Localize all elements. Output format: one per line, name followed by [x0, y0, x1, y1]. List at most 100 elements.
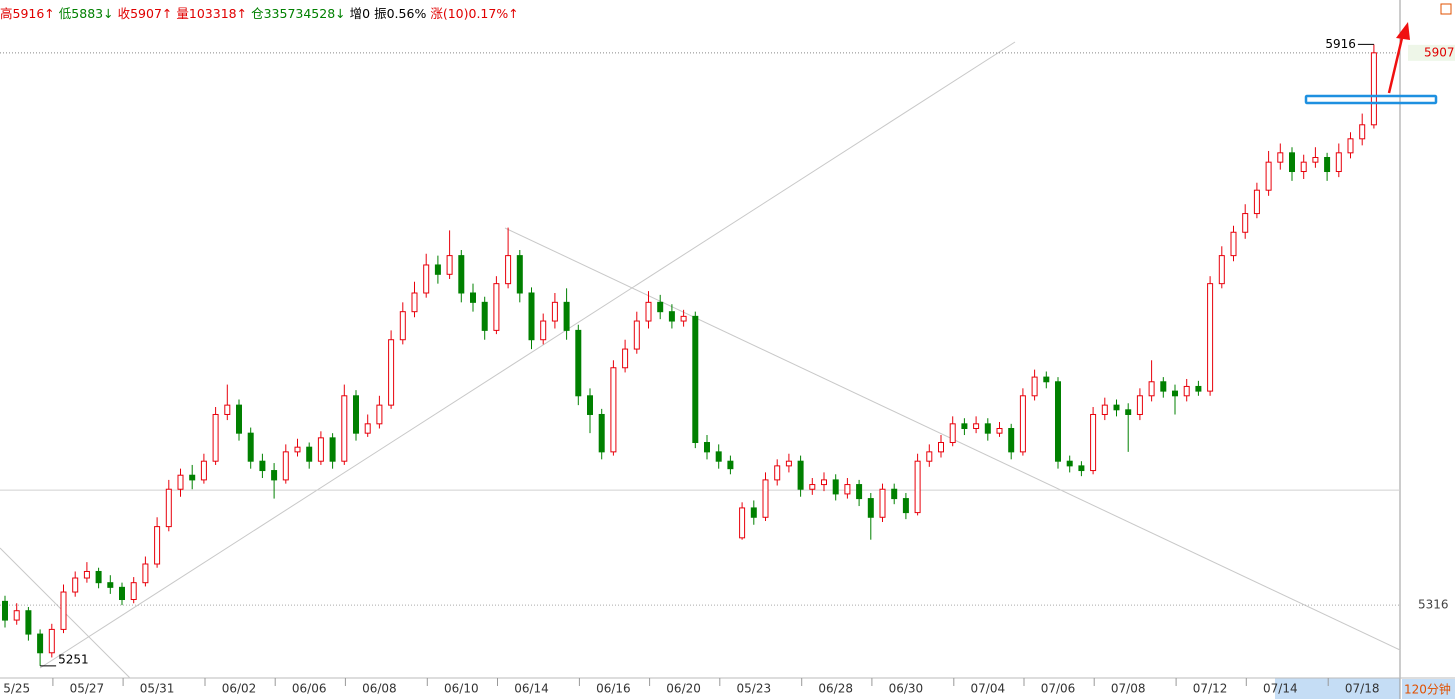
candle-body	[2, 600, 8, 621]
candle-body	[505, 255, 512, 285]
quote-header: 高5916↑ 低5883↓ 收5907↑ 量103318↑ 仓335734528↓ 增0 振…	[0, 3, 523, 22]
x-tick-label: 06/30	[889, 682, 924, 696]
candle-body	[1347, 138, 1354, 154]
candle-body	[1113, 404, 1120, 411]
candle-body	[200, 460, 207, 481]
candle-body	[154, 526, 161, 565]
candle-body	[399, 311, 406, 341]
candle-body	[1125, 409, 1132, 415]
x-tick-label: 06/02	[222, 682, 257, 696]
candle-body	[434, 264, 441, 275]
candle-body	[306, 446, 313, 462]
candle-body	[1183, 385, 1190, 397]
candle-body	[996, 427, 1003, 434]
candle-body	[961, 423, 968, 429]
last-price-bg	[1408, 44, 1455, 61]
candle-body	[563, 301, 570, 331]
candle-body	[938, 442, 944, 453]
candle-body	[739, 507, 746, 539]
candle-body	[984, 423, 991, 434]
trend-line	[39, 41, 1016, 669]
candle-body	[598, 413, 605, 453]
high-label: 5916	[1325, 37, 1356, 51]
candle-body	[282, 451, 289, 481]
highlight-box	[1304, 94, 1438, 105]
period-label: 120分钟	[1404, 682, 1451, 697]
candle-body	[1043, 376, 1050, 383]
arrow-shaft	[1387, 37, 1404, 94]
candle-body	[1160, 381, 1167, 392]
x-tick-label: 06/10	[444, 682, 479, 696]
candle-body	[446, 255, 453, 275]
candle-body	[879, 488, 886, 518]
candle-body	[867, 498, 874, 518]
candle-body	[1370, 52, 1377, 126]
candle-body	[715, 451, 722, 462]
x-tick-label: 06/16	[596, 682, 631, 696]
quote-field: 振0.56%	[374, 6, 427, 21]
quote-field: 仓335734528↓	[251, 6, 346, 21]
x-tick-label: 06/14	[514, 682, 549, 696]
candle-body	[633, 320, 640, 350]
candle-body	[516, 255, 523, 294]
candle-body	[832, 479, 839, 495]
candle-body	[540, 320, 547, 341]
candle-body	[142, 563, 149, 584]
x-tick-label: 07/14	[1263, 682, 1298, 696]
candle-body	[411, 292, 418, 313]
candle-body	[1008, 427, 1015, 453]
candle-body	[60, 591, 67, 630]
candle-body	[72, 577, 79, 593]
window-icon[interactable]	[1440, 3, 1452, 15]
candle-body	[1324, 156, 1331, 173]
candle-body	[1277, 152, 1284, 163]
candle-body	[1312, 156, 1319, 163]
x-tick-label: 5/25	[3, 682, 30, 696]
candle-body	[657, 301, 664, 313]
candle-body	[458, 255, 465, 294]
candle-body	[622, 348, 629, 369]
quote-field: 量103318↑	[176, 6, 248, 21]
candle-body	[37, 633, 44, 654]
candle-body	[668, 311, 675, 322]
candle-body	[680, 315, 687, 322]
candle-body	[1031, 376, 1038, 397]
x-tick-label: 07/18	[1345, 682, 1380, 696]
candle-body	[891, 488, 898, 500]
candle-body	[1218, 255, 1225, 285]
candle-body	[25, 610, 32, 635]
candle-body	[189, 474, 196, 481]
candle-body	[809, 484, 816, 490]
x-tick-label: 06/20	[666, 682, 701, 696]
candle-body	[493, 283, 500, 331]
candle-body	[774, 465, 781, 481]
candle-body	[130, 582, 137, 601]
candle-body	[247, 432, 254, 462]
candle-body	[1172, 390, 1178, 397]
candle-body	[973, 423, 980, 429]
arrow-head	[1396, 22, 1410, 40]
x-tick-label: 05/23	[737, 682, 772, 696]
candle-body	[107, 582, 114, 588]
x-tick-label: 06/08	[362, 682, 397, 696]
candle-body	[423, 264, 430, 294]
candle-body	[1019, 395, 1026, 453]
candle-body	[83, 570, 90, 579]
x-tick-label: 06/28	[818, 682, 853, 696]
candle-body	[645, 301, 652, 322]
candle-body	[236, 404, 242, 434]
candle-body	[587, 395, 593, 415]
candle-body	[1289, 152, 1295, 173]
candle-body	[294, 446, 301, 453]
candle-body	[119, 586, 125, 601]
candle-body	[317, 437, 324, 462]
candle-body	[926, 451, 933, 462]
x-tick-label: 05/27	[70, 682, 105, 696]
candle-body	[1090, 413, 1097, 472]
candle-body	[165, 488, 172, 528]
candle-body	[271, 470, 278, 481]
quote-field: 收5907↑	[117, 6, 173, 21]
candle-body	[177, 474, 184, 490]
candle-body	[551, 301, 558, 322]
